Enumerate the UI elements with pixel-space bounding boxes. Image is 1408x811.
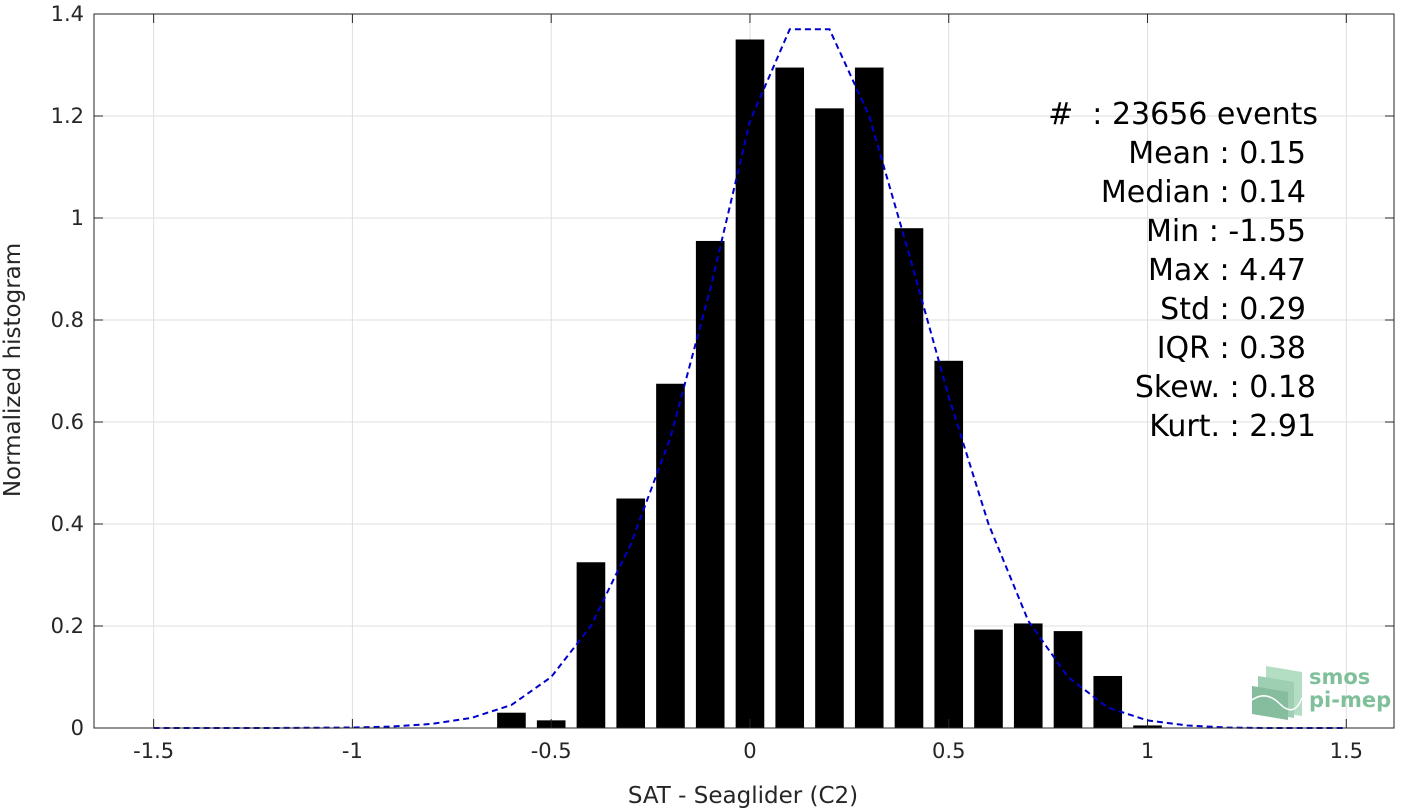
y-tick-label: 1.2 <box>51 104 84 128</box>
stat-max: Max : 4.47 <box>1148 253 1306 288</box>
x-tick-label: 1.5 <box>1330 739 1363 763</box>
x-tick-label: -0.5 <box>531 739 572 763</box>
y-tick-label: 1.4 <box>51 2 84 26</box>
y-tick-label: 0 <box>71 716 84 740</box>
x-axis-label: SAT - Seaglider (C2) <box>628 783 858 809</box>
x-tick-labels: -1.5 -1 -0.5 0 0.5 1 1.5 <box>133 739 1363 763</box>
histogram-bar <box>815 108 844 729</box>
logo-mark-icon <box>1251 666 1303 720</box>
histogram-bars <box>497 39 1162 729</box>
histogram-bar <box>974 629 1003 728</box>
histogram-bar <box>1093 675 1123 728</box>
x-tick-label: 0 <box>743 739 756 763</box>
histogram-bar <box>497 712 526 728</box>
x-tick-label: -1 <box>342 739 363 763</box>
stat-kurt: Kurt. : 2.91 <box>1149 409 1316 444</box>
y-tick-labels: 0 0.2 0.4 0.6 0.8 1 1.2 1.4 <box>51 2 84 740</box>
histogram-bar <box>616 498 646 728</box>
plot-frame <box>93 13 1395 729</box>
axis-ticks <box>94 13 1394 729</box>
histogram-bar <box>775 67 805 729</box>
stat-count: # : 23656 events <box>1048 97 1318 132</box>
stat-iqr: IQR : 0.38 <box>1157 331 1306 366</box>
y-tick-label: 0.8 <box>51 308 84 332</box>
y-tick-label: 0.6 <box>51 410 84 434</box>
y-axis-label: Normalized histogram <box>0 243 26 497</box>
histogram-bar <box>894 228 924 728</box>
stat-median: Median : 0.14 <box>1101 175 1306 210</box>
stat-mean: Mean : 0.15 <box>1128 136 1306 171</box>
stats-annotation: # : 23656 events Mean : 0.15 Median : 0.… <box>1048 97 1318 444</box>
y-tick-label: 1 <box>71 206 84 230</box>
stat-std: Std : 0.29 <box>1160 292 1306 327</box>
histogram-bar <box>854 67 884 729</box>
x-tick-label: 0.5 <box>932 739 965 763</box>
histogram-bar <box>1013 623 1043 728</box>
histogram-bar <box>1053 631 1083 728</box>
normal-fit-curve <box>153 28 1347 729</box>
histogram-bar <box>735 39 765 728</box>
histogram-bar <box>695 240 725 728</box>
stat-min: Min : -1.55 <box>1146 214 1306 249</box>
smos-pi-mep-logo: smos pi-mep <box>1251 665 1391 720</box>
x-tick-label: 1 <box>1141 739 1154 763</box>
y-tick-label: 0.4 <box>51 512 84 536</box>
stat-skew: Skew. : 0.18 <box>1135 370 1316 405</box>
histogram-bar <box>576 562 606 728</box>
logo-text-smos: smos <box>1309 665 1370 689</box>
histogram-bar <box>656 383 685 728</box>
histogram-bar <box>934 360 964 728</box>
logo-text-pi-mep: pi-mep <box>1309 688 1391 712</box>
x-tick-label: -1.5 <box>133 739 174 763</box>
y-tick-label: 0.2 <box>51 614 84 638</box>
